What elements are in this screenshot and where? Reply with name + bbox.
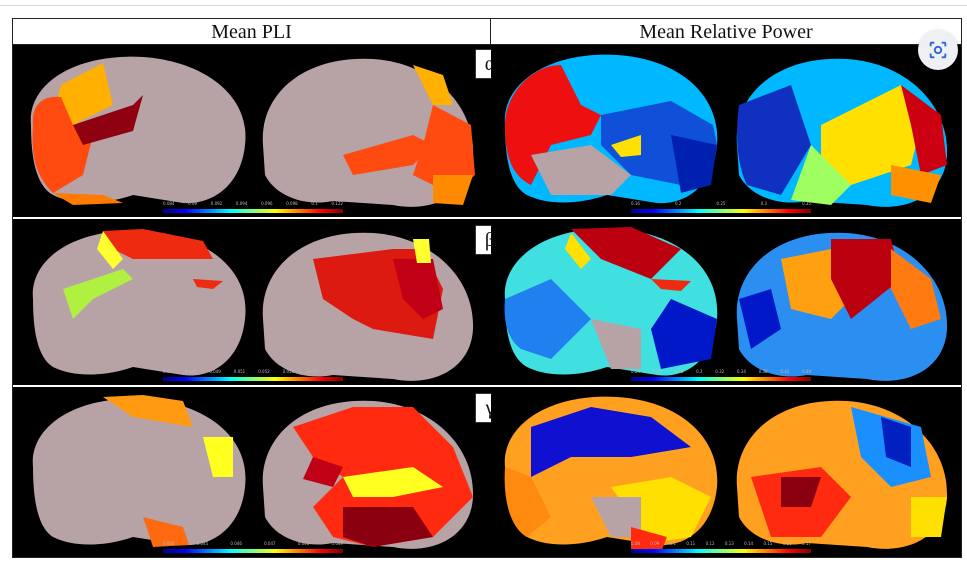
gamma-power-colorbar xyxy=(631,549,811,553)
alpha-pli-brains xyxy=(30,56,475,207)
tick-label: 0.25 xyxy=(652,369,662,374)
beta-pli-tick-labels: 0.04 0.045 0.049 0.051 0.052 0.053 0.055 0.056 xyxy=(163,369,343,377)
beta-power-panel: 0.24 0.25 0.28 0.3 0.32 0.34 0.38 0.42 0.44 xyxy=(491,219,961,385)
alpha-pli-colorbar xyxy=(163,209,343,213)
tick-label: 0.08 xyxy=(631,541,640,546)
beta-power-brains xyxy=(504,227,948,381)
tick-label: 0.045 xyxy=(196,541,209,546)
tick-label: 0.38 xyxy=(758,369,768,374)
tick-label: 0.055 xyxy=(307,369,319,374)
tick-label: 0.25 xyxy=(716,201,726,206)
tick-label: 0.049 xyxy=(331,541,343,546)
tick-label: 0.32 xyxy=(715,369,725,374)
gamma-pli-colorbar xyxy=(163,549,343,553)
gamma-power-panel: 0.08 0.09 0.1 0.11 0.12 0.13 0.14 0.15 0.16 0.17 xyxy=(491,387,961,557)
gamma-pli-tick-labels: 0.044 0.045 0.046 0.047 0.048 0.049 xyxy=(163,541,343,549)
top-divider xyxy=(0,5,967,6)
image-search-icon xyxy=(929,41,947,59)
beta-power-tick-labels: 0.24 0.25 0.28 0.3 0.32 0.34 0.38 0.42 0.44 xyxy=(631,369,811,377)
tick-label: 0.122 xyxy=(331,201,343,206)
beta-pli-colorbar xyxy=(163,377,343,381)
tick-label: 0.09 xyxy=(188,201,198,206)
tick-label: 0.047 xyxy=(264,541,276,546)
tick-label: 0.09 xyxy=(650,541,660,546)
alpha-power-tick-labels: 0.16 0.2 0.25 0.3 0.35 xyxy=(631,201,811,209)
tick-label: 0.051 xyxy=(233,369,246,374)
beta-pli-panel: 0.04 0.045 0.049 0.051 0.052 0.053 0.055 0.056 xyxy=(13,219,491,385)
tick-label: 0.096 xyxy=(261,201,273,206)
tick-label: 0.3 xyxy=(760,201,767,206)
tick-label: 0.04 xyxy=(163,369,172,374)
gamma-power-brains xyxy=(504,396,948,552)
tick-label: 0.14 xyxy=(744,541,754,546)
gamma-power-tick-labels: 0.08 0.09 0.1 0.11 0.12 0.13 0.14 0.15 0.16 0.17 xyxy=(631,541,811,549)
tick-label: 0.17 xyxy=(802,541,811,546)
tick-label: 0.049 xyxy=(209,369,221,374)
brain-figure: Mean PLI Mean Relative Power 0.084 0.09 0.… xyxy=(12,18,962,558)
tick-label: 0.24 xyxy=(631,369,640,374)
tick-label: 0.44 xyxy=(802,369,811,374)
tick-label: 0.1 xyxy=(669,541,676,546)
tick-label: 0.16 xyxy=(782,541,792,546)
tick-label: 0.34 xyxy=(736,369,746,374)
alpha-pli-tick-labels: 0.084 0.09 0.092 0.094 0.096 0.098 0.1 0.122 xyxy=(163,201,343,209)
tick-label: 0.045 xyxy=(184,369,197,374)
tick-label: 0.056 xyxy=(331,369,343,374)
beta-pli-brains xyxy=(32,229,474,381)
tick-label: 0.15 xyxy=(763,541,773,546)
alpha-power-colorbar xyxy=(631,209,811,213)
tick-label: 0.13 xyxy=(724,541,734,546)
tick-label: 0.42 xyxy=(780,369,790,374)
image-search-button[interactable] xyxy=(918,30,958,70)
tick-label: 0.092 xyxy=(210,201,223,206)
tick-label: 0.053 xyxy=(282,369,295,374)
tick-label: 0.28 xyxy=(674,369,684,374)
tick-label: 0.052 xyxy=(258,369,270,374)
tick-label: 0.12 xyxy=(705,541,715,546)
gamma-pli-brains xyxy=(32,395,474,549)
tick-label: 0.3 xyxy=(696,369,703,374)
beta-power-colorbar xyxy=(631,377,811,381)
tick-label: 0.098 xyxy=(286,201,298,206)
tick-label: 0.046 xyxy=(230,541,242,546)
tick-label: 0.084 xyxy=(163,201,175,206)
tick-label: 0.16 xyxy=(631,201,640,206)
tick-label: 0.11 xyxy=(686,541,696,546)
gamma-pli-panel: 0.044 0.045 0.046 0.047 0.048 0.049 xyxy=(13,387,491,557)
tick-label: 0.044 xyxy=(163,541,175,546)
tick-label: 0.048 xyxy=(297,541,310,546)
tick-label: 0.2 xyxy=(675,201,682,206)
alpha-pli-panel: 0.084 0.09 0.092 0.094 0.096 0.098 0.1 0.122 xyxy=(13,45,491,217)
alpha-power-panel: 0.16 0.2 0.25 0.3 0.35 xyxy=(491,45,961,217)
tick-label: 0.1 xyxy=(311,201,318,206)
column-title-mean-relative-power: Mean Relative Power xyxy=(491,19,961,45)
alpha-power-brains xyxy=(504,54,948,207)
tick-label: 0.094 xyxy=(235,201,248,206)
tick-label: 0.35 xyxy=(802,201,811,206)
column-title-mean-pli: Mean PLI xyxy=(13,19,491,45)
